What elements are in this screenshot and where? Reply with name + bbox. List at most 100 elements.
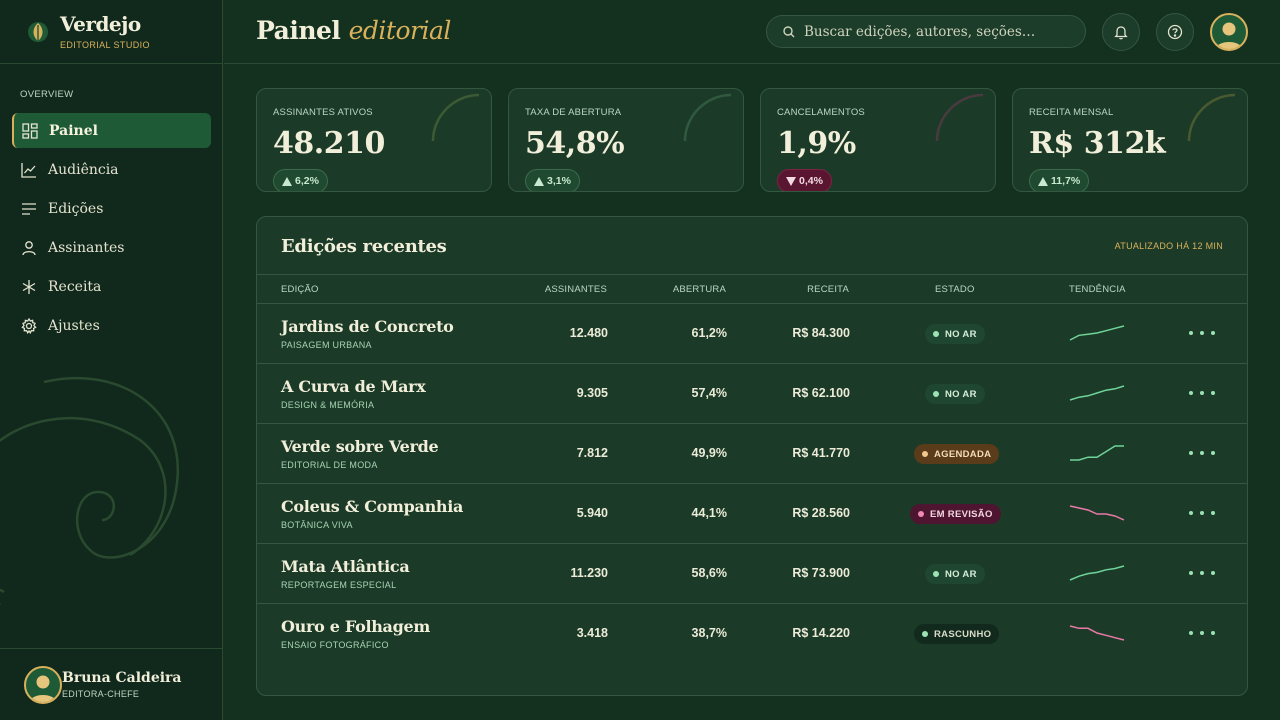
- help-button[interactable]: [1156, 13, 1194, 51]
- kpi-card-cancellations: CANCELAMENTOS 1,9% 0,4%: [760, 88, 996, 192]
- dot: [1189, 331, 1193, 335]
- dot: [1200, 391, 1204, 395]
- sparkline-path: [1069, 625, 1125, 641]
- table-row[interactable]: Verde sobre Verde EDITORIAL DE MODA 7.812 4…: [257, 424, 1247, 484]
- open-rate-value: 61,2%: [691, 326, 727, 340]
- table-row[interactable]: Ouro e Folhagem ENSAIO FOTOGRÁFICO 3.418 38…: [257, 604, 1247, 664]
- open-rate-value: 57,4%: [691, 386, 727, 400]
- column-header-estado[interactable]: ESTADO: [935, 284, 975, 295]
- status-badge: RASCUNHO: [914, 624, 1000, 644]
- recent-editions-panel: Edições recentes ATUALIZADO HÁ 12 MIN ED…: [256, 216, 1248, 696]
- sidebar-item-label: Edições: [48, 200, 104, 217]
- kpi-value: 48.210: [273, 126, 385, 161]
- more-options-button[interactable]: [1189, 563, 1215, 583]
- more-options-button[interactable]: [1189, 503, 1215, 523]
- table-header: EDIÇÃO ASSINANTES ABERTURA RECEITA ESTAD…: [257, 274, 1247, 304]
- decorative-arc: [431, 93, 480, 142]
- top-header: Painel editorial: [224, 0, 1280, 64]
- more-options-button[interactable]: [1189, 443, 1215, 463]
- notifications-button[interactable]: [1102, 13, 1140, 51]
- column-header-tendencia[interactable]: TENDÊNCIA: [1069, 284, 1126, 295]
- edition-section: REPORTAGEM ESPECIAL: [281, 580, 397, 590]
- table-row[interactable]: Coleus & Companhia BOTÂNICA VIVA 5.940 44,1…: [257, 484, 1247, 544]
- sidebar-item-receita[interactable]: Receita: [12, 269, 211, 304]
- revenue-value: R$ 41.770: [792, 446, 850, 460]
- column-header-edicao[interactable]: EDIÇÃO: [281, 284, 319, 295]
- kpi-delta-badge: 3,1%: [525, 169, 580, 191]
- dot: [1200, 631, 1204, 635]
- brand: Verdejo EDITORIAL STUDIO: [0, 0, 222, 64]
- dot: [1211, 571, 1215, 575]
- profile-role: EDITORA-CHEFE: [62, 689, 140, 699]
- dot: [1189, 631, 1193, 635]
- status-badge: NO AR: [925, 384, 985, 404]
- status-dot: [933, 331, 939, 337]
- help-icon: [1167, 24, 1183, 40]
- arrow-up-icon: [534, 176, 544, 186]
- column-header-abertura[interactable]: ABERTURA: [672, 284, 726, 295]
- sparkline-path: [1069, 565, 1125, 581]
- kpi-label: TAXA DE ABERTURA: [525, 107, 622, 118]
- table-row[interactable]: Mata Atlântica REPORTAGEM ESPECIAL 11.230 5…: [257, 544, 1247, 604]
- sidebar-item-edicoes[interactable]: Edições: [12, 191, 211, 226]
- sidebar-item-label: Painel: [49, 122, 98, 139]
- edition-title[interactable]: Verde sobre Verde: [281, 437, 439, 456]
- table-row[interactable]: Jardins de Concreto PAISAGEM URBANA 12.480…: [257, 304, 1247, 364]
- dot: [1200, 571, 1204, 575]
- avatar: [1215, 22, 1243, 49]
- edition-section: BOTÂNICA VIVA: [281, 520, 353, 530]
- sidebar-item-label: Assinantes: [48, 239, 125, 256]
- kpi-delta-value: 11,7%: [1051, 175, 1081, 187]
- decorative-arc: [935, 93, 984, 142]
- search-bar[interactable]: [766, 15, 1086, 48]
- status-label: EM REVISÃO: [930, 508, 993, 520]
- dot: [1211, 511, 1215, 515]
- user-profile[interactable]: Bruna Caldeira EDITORA-CHEFE: [0, 648, 222, 720]
- column-header-assinantes[interactable]: ASSINANTES: [544, 284, 607, 295]
- page-title-accent: editorial: [348, 16, 452, 45]
- dot: [1189, 391, 1193, 395]
- subscribers-value: 12.480: [569, 326, 608, 340]
- table-row[interactable]: A Curva de Marx DESIGN & MEMÓRIA 9.305 57,4…: [257, 364, 1247, 424]
- revenue-value: R$ 73.900: [792, 566, 850, 580]
- dot: [1189, 511, 1193, 515]
- brand-name: Verdejo: [60, 12, 141, 36]
- kpi-delta-value: 0,4%: [799, 175, 823, 187]
- status-badge: AGENDADA: [914, 444, 1000, 464]
- avatar: [24, 666, 62, 704]
- status-dot: [922, 631, 928, 637]
- edition-title[interactable]: Jardins de Concreto: [281, 317, 454, 336]
- open-rate-value: 38,7%: [691, 626, 727, 640]
- edition-title[interactable]: Mata Atlântica: [281, 557, 410, 576]
- revenue-value: R$ 28.560: [792, 506, 850, 520]
- sidebar-item-painel[interactable]: Painel: [12, 113, 211, 148]
- kpi-delta-value: 3,1%: [547, 175, 571, 187]
- sidebar-item-audiencia[interactable]: Audiência: [12, 152, 211, 187]
- more-options-button[interactable]: [1189, 383, 1215, 403]
- column-header-receita[interactable]: RECEITA: [807, 284, 849, 295]
- revenue-value: R$ 84.300: [792, 326, 850, 340]
- search-input[interactable]: [804, 23, 1074, 40]
- last-updated-label: ATUALIZADO HÁ 12 MIN: [1114, 241, 1223, 251]
- edition-title[interactable]: A Curva de Marx: [281, 377, 426, 396]
- revenue-value: R$ 62.100: [792, 386, 850, 400]
- sidebar-item-ajustes[interactable]: Ajustes: [12, 308, 211, 343]
- more-options-button[interactable]: [1189, 623, 1215, 643]
- decorative-swirl: [0, 376, 179, 605]
- user-avatar-button[interactable]: [1210, 13, 1248, 51]
- sidebar-nav: Painel Audiência Edições Assinantes Rece…: [12, 113, 211, 347]
- subscribers-value: 5.940: [576, 506, 608, 520]
- kpi-value: R$ 312k: [1029, 126, 1166, 161]
- page-title-main: Painel: [256, 16, 341, 45]
- edition-title[interactable]: Ouro e Folhagem: [281, 617, 431, 636]
- sidebar-item-assinantes[interactable]: Assinantes: [12, 230, 211, 265]
- more-options-button[interactable]: [1189, 323, 1215, 343]
- sparkline-path: [1069, 385, 1125, 401]
- edition-title[interactable]: Coleus & Companhia: [281, 497, 464, 516]
- sparkline-path: [1069, 325, 1125, 341]
- dot: [1211, 391, 1215, 395]
- status-label: NO AR: [945, 568, 977, 580]
- arrow-down-icon: [786, 176, 796, 186]
- kpi-label: RECEITA MENSAL: [1029, 107, 1114, 118]
- status-dot: [933, 391, 939, 397]
